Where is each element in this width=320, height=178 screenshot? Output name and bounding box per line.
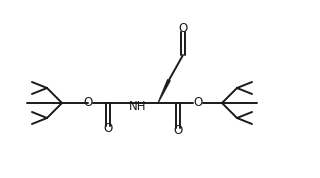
Text: O: O (178, 22, 188, 35)
Polygon shape (158, 79, 171, 103)
Text: O: O (193, 96, 203, 109)
Text: O: O (103, 122, 113, 135)
Text: NH: NH (129, 101, 147, 114)
Text: O: O (84, 96, 92, 109)
Text: O: O (173, 124, 183, 137)
